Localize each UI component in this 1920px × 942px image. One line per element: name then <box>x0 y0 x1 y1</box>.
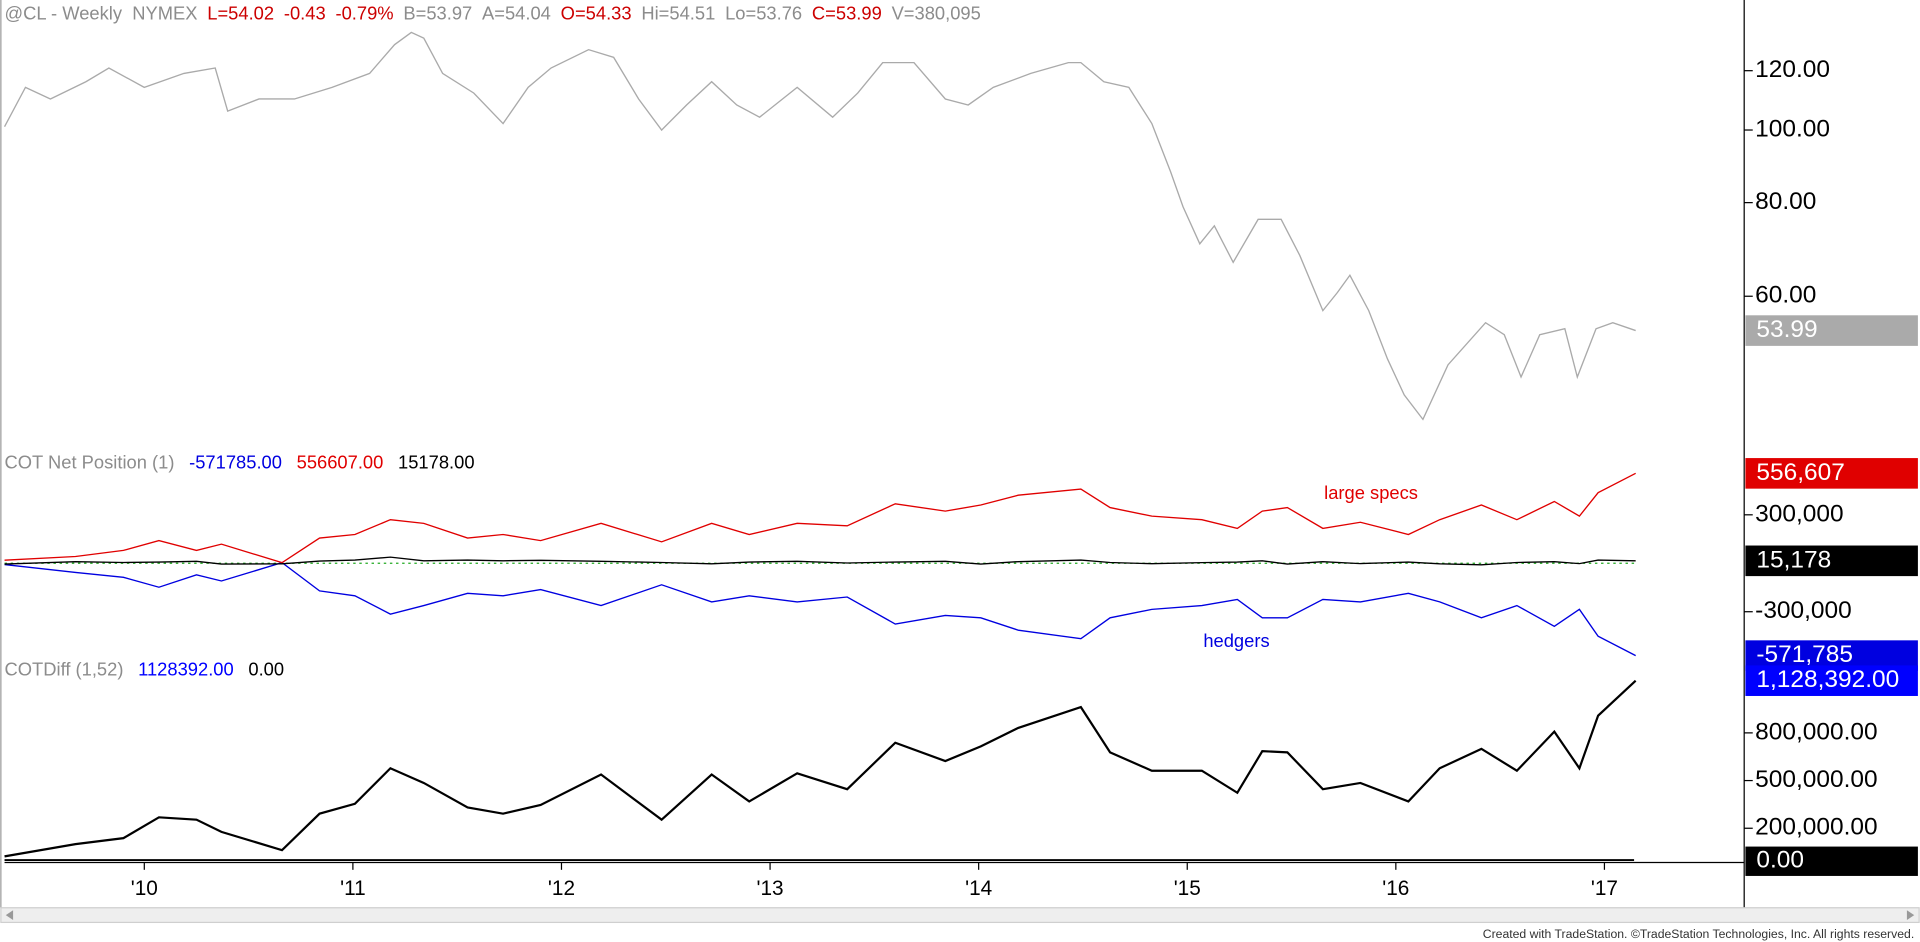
panel-header: COT Net Position (1) -571785.00 556607.00 1… <box>5 452 475 473</box>
y-tick-label: 80.00 <box>1755 188 1816 215</box>
quote-item: L=54.02 <box>207 3 274 24</box>
x-tick-label: '10 <box>131 877 158 900</box>
x-tick-label: '15 <box>1174 877 1201 900</box>
y-tick-label: 500,000.00 <box>1755 766 1877 793</box>
annotation: large specs <box>1324 482 1418 503</box>
x-tick-label: '14 <box>965 877 992 900</box>
quote-item: V=380,095 <box>892 3 981 24</box>
y-tick-label: 60.00 <box>1755 282 1816 309</box>
value-tag-label: 0.00 <box>1756 847 1804 874</box>
y-tick-label: 200,000.00 <box>1755 814 1877 841</box>
panel-title: COT Net Position (1) <box>5 452 175 473</box>
series-line <box>4 556 1636 566</box>
y-tick-label: 800,000.00 <box>1755 718 1877 745</box>
series-line <box>4 679 1637 858</box>
value-tag-label: 15,178 <box>1756 546 1831 573</box>
x-tick-label: '12 <box>548 877 575 900</box>
panel-header: COTDiff (1,52) 1128392.00 0.00 <box>5 658 285 679</box>
quote-item: O=54.33 <box>561 3 632 24</box>
quote-item: -0.79% <box>335 3 393 24</box>
value-tag <box>1745 545 1918 577</box>
x-tick-label: '17 <box>1591 877 1618 900</box>
value-tag <box>1745 846 1918 876</box>
value-tag <box>1745 315 1918 346</box>
quote-item: -0.43 <box>284 3 326 24</box>
legend-value: 1128392.00 <box>138 658 234 679</box>
y-tick-label: 120.00 <box>1755 56 1830 83</box>
value-tag <box>1745 458 1918 489</box>
quote-item: Lo=53.76 <box>725 3 802 24</box>
quote-item: C=53.99 <box>812 3 882 24</box>
value-tag-label: -571,785 <box>1756 641 1853 668</box>
x-tick-label: '16 <box>1382 877 1409 900</box>
y-tick-label: 300,000 <box>1755 500 1843 527</box>
value-tag-label: 53.99 <box>1756 316 1817 343</box>
scrollbar[interactable] <box>0 907 1920 924</box>
quote-item: A=54.04 <box>482 3 551 24</box>
series-line <box>3 31 1636 421</box>
quote-item: B=53.97 <box>403 3 472 24</box>
legend-value: -571785.00 <box>189 452 282 473</box>
y-tick-label: 100.00 <box>1755 115 1830 142</box>
legend-value: 15178.00 <box>398 452 475 473</box>
value-tag <box>1745 665 1918 696</box>
panel-title: COTDiff (1,52) <box>5 658 124 679</box>
y-tick-label: -300,000 <box>1755 597 1852 624</box>
quote-item: Hi=54.51 <box>641 3 715 24</box>
series-line <box>4 561 1636 657</box>
symbol: @CL - Weekly NYMEX <box>5 3 198 24</box>
annotation: hedgers <box>1203 630 1269 651</box>
price-header: @CL - Weekly NYMEX L=54.02 -0.43 -0.79% B=53… <box>5 3 981 24</box>
scroll-right[interactable] <box>1906 910 1915 920</box>
x-tick-label: '11 <box>340 877 366 900</box>
value-tag-label: 1,128,392.00 <box>1756 666 1899 693</box>
scroll-left[interactable] <box>5 910 14 920</box>
legend-value: 0.00 <box>248 658 284 679</box>
series-line <box>4 472 1636 564</box>
value-tag-label: 556,607 <box>1756 459 1844 486</box>
legend-value: 556607.00 <box>297 452 384 473</box>
footer: Created with TradeStation. ©TradeStation… <box>1483 927 1914 941</box>
x-tick-label: '13 <box>757 877 784 900</box>
